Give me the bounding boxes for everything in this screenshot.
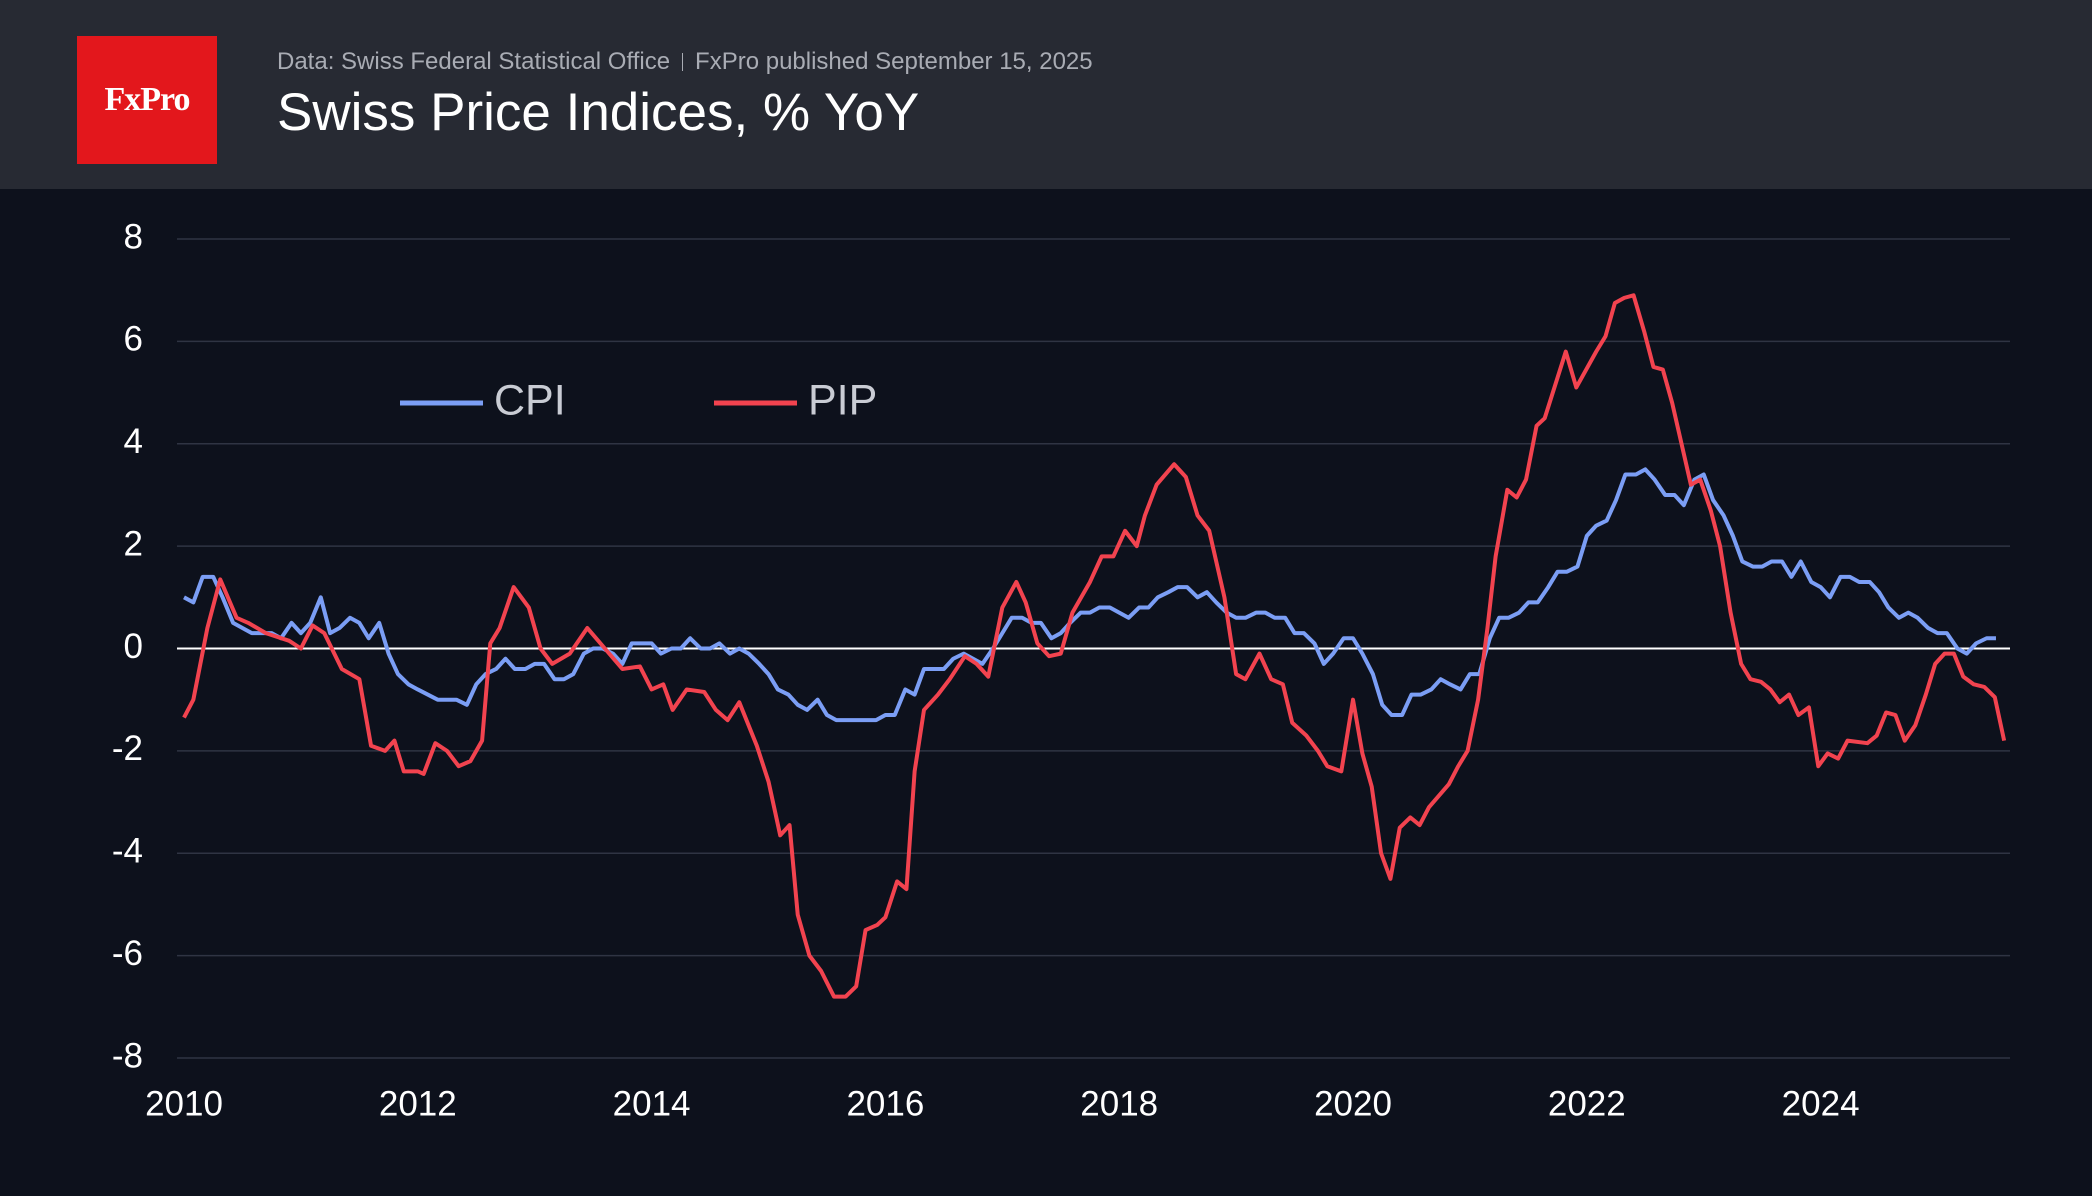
legend-label: PIP — [808, 376, 877, 424]
y-tick-label: -4 — [112, 832, 143, 871]
x-tick-label: 2016 — [846, 1084, 924, 1123]
x-tick-label: 2014 — [613, 1084, 691, 1123]
y-tick-label: -8 — [112, 1036, 143, 1075]
x-tick-label: 2018 — [1080, 1084, 1158, 1123]
legend-label: CPI — [494, 376, 566, 424]
y-tick-label: 2 — [124, 524, 143, 563]
x-tick-label: 2024 — [1782, 1084, 1860, 1123]
y-tick-label: 0 — [124, 627, 143, 666]
logo: FxPro — [77, 36, 217, 164]
y-tick-label: -2 — [112, 729, 143, 768]
source-line: Data: Swiss Federal Statistical Office F… — [277, 48, 1093, 76]
header-bar: FxPro Data: Swiss Federal Statistical Of… — [0, 0, 2092, 189]
y-tick-label: -6 — [112, 934, 143, 973]
published: FxPro published September 15, 2025 — [695, 48, 1093, 75]
series-line — [182, 293, 2007, 999]
source: Data: Swiss Federal Statistical Office — [277, 48, 671, 75]
x-tick-label: 2012 — [379, 1084, 457, 1123]
separator — [682, 53, 684, 71]
series-line — [183, 467, 1996, 723]
x-tick-label: 2020 — [1314, 1084, 1392, 1123]
y-tick-label: 4 — [124, 422, 143, 461]
x-tick-label: 2022 — [1548, 1084, 1626, 1123]
y-tick-label: 6 — [124, 320, 143, 359]
y-tick-label: 8 — [124, 217, 143, 256]
x-tick-label: 2010 — [145, 1084, 223, 1123]
chart-title: Swiss Price Indices, % YoY — [277, 83, 920, 142]
